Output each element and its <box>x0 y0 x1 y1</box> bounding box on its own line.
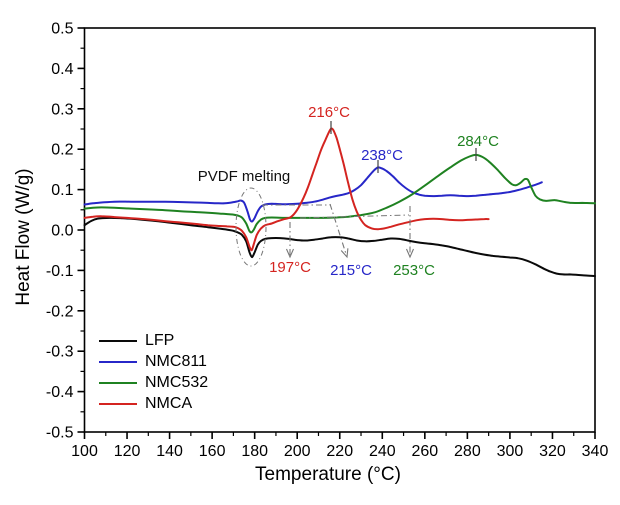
x-tick-label: 300 <box>497 443 524 460</box>
legend-label-nmc811: NMC811 <box>145 352 207 370</box>
peak-label-nmc532: 284°C <box>457 133 499 150</box>
x-tick-label: 200 <box>284 443 311 460</box>
y-tick-label: 0.4 <box>51 61 73 78</box>
curve-nmc811 <box>83 166 543 223</box>
y-tick-label: 0.2 <box>51 142 73 159</box>
onset-label-nmc811: 215°C <box>330 262 372 279</box>
onset-arrowhead <box>285 248 295 259</box>
y-tick-label: 0.1 <box>51 182 73 199</box>
legend-label-nmca: NMCA <box>145 394 193 412</box>
onset-label-nmca: 197°C <box>269 259 311 276</box>
curve-nmc532 <box>83 153 596 234</box>
y-tick-label: -0.2 <box>46 303 74 320</box>
y-tick-label: 0.0 <box>51 223 73 240</box>
legend: LFP NMC811 NMC532 NMCA <box>99 330 208 414</box>
legend-swatch-nmca <box>99 402 137 405</box>
onset-label-nmc532: 253°C <box>393 262 435 279</box>
curve-lfp <box>83 216 596 278</box>
x-tick-label: 120 <box>114 443 141 460</box>
x-tick-label: 260 <box>411 443 438 460</box>
y-tick-label: 0.3 <box>51 101 73 118</box>
x-tick-label: 240 <box>369 443 396 460</box>
y-tick-label: -0.1 <box>46 263 74 280</box>
pvdf-melting-ellipse <box>235 187 267 267</box>
x-tick-label: 100 <box>71 443 98 460</box>
legend-item-nmc811: NMC811 <box>99 351 208 372</box>
onset-arrow-shaft <box>329 203 348 258</box>
legend-swatch-nmc532 <box>99 381 137 384</box>
x-tick-label: 320 <box>539 443 566 460</box>
legend-item-nmca: NMCA <box>99 393 208 414</box>
onset-baseline-guide <box>299 214 410 219</box>
x-axis-title: Temperature (°C) <box>255 464 401 485</box>
peak-label-nmca: 216°C <box>308 104 350 121</box>
legend-item-lfp: LFP <box>99 330 208 351</box>
y-tick-label: -0.4 <box>46 384 74 401</box>
legend-label-lfp: LFP <box>145 331 175 349</box>
x-tick-label: 180 <box>241 443 268 460</box>
x-tick-label: 160 <box>199 443 226 460</box>
pvdf-melting-label: PVDF melting <box>197 168 291 185</box>
y-tick-label: -0.5 <box>46 425 74 442</box>
legend-label-nmc532: NMC532 <box>145 373 209 391</box>
legend-swatch-lfp <box>99 339 137 342</box>
y-tick-label: 0.5 <box>51 21 73 38</box>
legend-swatch-nmc811 <box>99 360 137 363</box>
y-tick-label: -0.3 <box>46 344 74 361</box>
onset-arrowhead <box>340 248 349 259</box>
peak-label-nmc811: 238°C <box>361 147 403 164</box>
legend-item-nmc532: NMC532 <box>99 372 208 393</box>
x-tick-label: 220 <box>326 443 353 460</box>
onset-arrowhead <box>405 248 415 259</box>
y-axis-title: Heat Flow (W/g) <box>13 168 34 306</box>
x-tick-label: 340 <box>582 443 609 460</box>
x-tick-label: 140 <box>156 443 183 460</box>
x-tick-label: 280 <box>454 443 481 460</box>
curve-nmca <box>83 127 490 252</box>
